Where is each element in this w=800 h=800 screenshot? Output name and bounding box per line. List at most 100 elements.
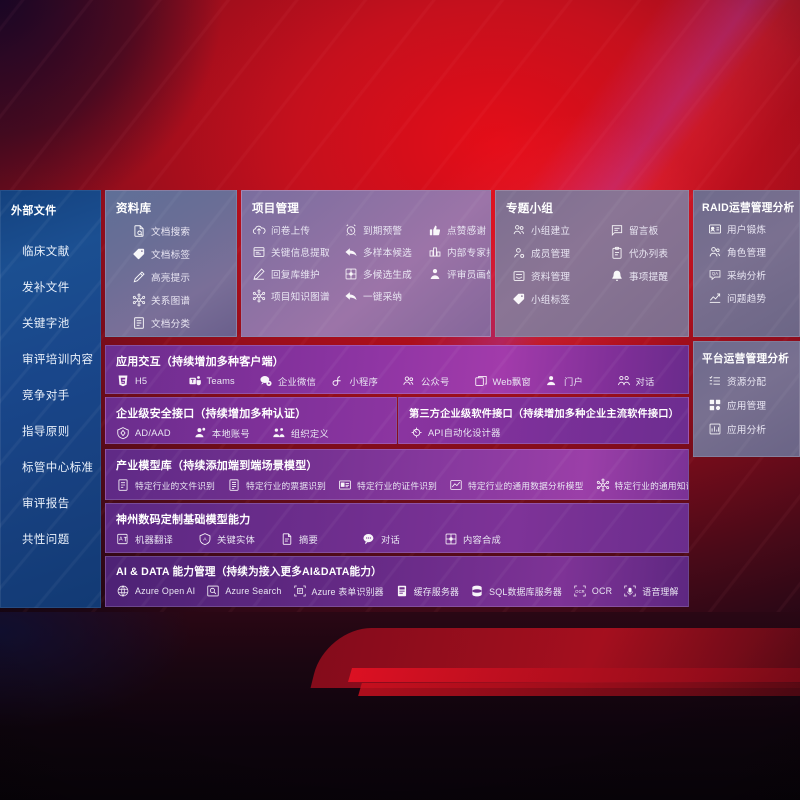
item-content-synthesis[interactable]: 内容合成 [444,532,526,546]
item-label: 资源分配 [727,377,767,388]
item-todo-list[interactable]: 代办列表 [610,246,688,260]
item-official-account[interactable]: 公众号 [402,374,474,388]
data-analysis-icon [449,478,463,492]
item-role-management[interactable]: 角色管理 [708,245,799,259]
sidebar-item-clinical-literature[interactable]: 临床文献 [22,246,70,258]
item-user-training[interactable]: 用户锻炼 [708,222,799,236]
item-azure-open-ai[interactable]: Azure Open AI [116,584,195,598]
item-org-define[interactable]: 组织定义 [272,426,329,440]
item-resource-allocation[interactable]: 资源分配 [708,374,799,388]
item-label: 门户 [564,377,583,387]
item-label: 对话 [635,377,655,387]
sidebar-item-common-issues[interactable]: 共性问题 [22,534,70,546]
panel-title-platform-analysis: 平台运营管理分析 [702,353,790,365]
item-material-management[interactable]: 资料管理 [512,269,610,283]
item-app-management[interactable]: 应用管理 [708,398,799,412]
item-general-data-analysis-model[interactable]: 特定行业的通用数据分析模型 [449,478,584,492]
item-document-search[interactable]: 文档搜索 [132,224,236,238]
item-ad-aad[interactable]: AD/AAD [116,426,171,440]
item-issue-trend[interactable]: 问题趋势 [708,291,799,305]
item-dialog[interactable]: 对话 [617,374,689,388]
item-questionnaire-upload[interactable]: 问卷上传 [252,223,344,237]
item-label: 回复库维护 [271,270,320,281]
entity-badge-icon: A [198,532,212,546]
item-label: 项目知识图谱 [271,292,330,303]
item-local-account[interactable]: 本地账号 [193,426,250,440]
item-highlight-hint[interactable]: 高亮提示 [132,270,236,284]
item-document-category[interactable]: 文档分类 [132,316,236,330]
item-group-tag[interactable]: 小组标签 [512,292,610,306]
item-multi-sample-candidate[interactable]: 多样本候选 [344,245,428,259]
item-ocr[interactable]: OCR OCR [573,584,612,598]
item-cache-server[interactable]: 缓存服务器 [395,584,459,598]
extract-icon [252,245,266,259]
shield-diamond-icon [116,426,130,440]
item-azure-form-recognizer[interactable]: Azure 表单识别器 [293,584,384,598]
item-label: 特定行业的证件识别 [357,480,437,491]
item-azure-search[interactable]: Azure Search [206,584,281,598]
item-receipt-recognition[interactable]: 特定行业的票据识别 [227,478,326,492]
panel-project-management: 项目管理 问卷上传 到期预警 点赞感谢 关键信息提取 多样本候选 [241,190,491,337]
item-reviewer-portrait[interactable]: 评审员画像 [428,267,490,281]
item-portal[interactable]: 门户 [545,374,617,388]
item-label: H5 [135,376,148,386]
item-voice-understanding[interactable]: 语音理解 [623,584,678,598]
item-message-board[interactable]: 留言板 [610,223,688,237]
sidebar-item-keyword-pool[interactable]: 关键字池 [22,318,70,330]
document-list-icon [132,316,146,330]
message-board-icon [610,223,624,237]
item-multi-candidate-generate[interactable]: 多候选生成 [344,267,428,281]
item-member-management[interactable]: 成员管理 [512,246,610,260]
item-reply-library-maintain[interactable]: 回复库维护 [252,267,344,281]
svg-text:QA: QA [712,271,718,276]
item-item-reminder[interactable]: 事项提醒 [610,269,688,283]
band-title-third-party-interface: 第三方企业级软件接口（持续增加多种企业主流软件接口） [409,409,680,420]
analysis-icon [708,422,722,436]
item-sql-database-server[interactable]: SQL数据库服务器 [470,584,562,598]
item-app-analysis[interactable]: 应用分析 [708,422,799,436]
item-internal-expert-rank[interactable]: 内部专家排名 [428,245,490,259]
item-label: 机器翻译 [135,535,173,545]
sidebar-item-competitors[interactable]: 竞争对手 [22,390,70,402]
item-label: 特定行业的文件识别 [135,480,215,491]
item-key-info-extract[interactable]: 关键信息提取 [252,245,344,259]
item-web-popup[interactable]: Web飘窗 [474,374,546,388]
item-teams[interactable]: Teams [188,374,260,388]
band-base-model-capability: 神州数码定制基础模型能力 A 机器翻译 A 关键实体 摘要 对话 内容合成 [105,503,689,553]
item-document-tag[interactable]: 文档标签 [132,247,236,261]
item-api-auto-designer[interactable]: API自动化设计器 [409,425,501,439]
item-relation-graph[interactable]: 关系图谱 [132,293,236,307]
item-one-click-adopt[interactable]: 一键采纳 [344,289,428,303]
item-label: 文档搜索 [151,227,191,238]
item-label: 小组标签 [531,295,571,306]
item-group-create[interactable]: 小组建立 [512,223,610,237]
item-id-recognition[interactable]: 特定行业的证件识别 [338,478,437,492]
item-file-recognition[interactable]: 特定行业的文件识别 [116,478,215,492]
graph-network-icon [132,293,146,307]
dialog-people-icon [617,374,631,388]
item-chat[interactable]: 对话 [362,532,444,546]
item-general-knowledge-graph-model[interactable]: 特定行业的通用知识图谱模型 [596,478,688,492]
item-due-alert[interactable]: 到期预警 [344,223,428,237]
item-label: OCR [591,586,613,596]
item-wechat-work[interactable]: 企业微信 [259,374,331,388]
item-h5[interactable]: H5 [116,374,188,388]
item-summary[interactable]: 摘要 [280,532,362,546]
translate-icon: A [116,532,130,546]
item-adoption-analysis[interactable]: QA 采纳分析 [708,268,799,282]
item-label: 到期预警 [363,226,403,237]
item-label: 成员管理 [531,249,571,260]
sidebar-texture [0,190,101,608]
item-mini-program[interactable]: 小程序 [331,374,403,388]
item-machine-translation[interactable]: A 机器翻译 [116,532,198,546]
summary-doc-icon [280,532,294,546]
sidebar-item-review-report[interactable]: 审评报告 [22,498,70,510]
sidebar-item-guidelines[interactable]: 指导原则 [22,426,70,438]
sidebar-item-standards-center[interactable]: 标管中心标准 [22,462,94,474]
item-project-knowledge-graph[interactable]: 项目知识图谱 [252,289,344,303]
item-key-entity[interactable]: A 关键实体 [198,532,280,546]
item-label: 应用管理 [727,401,767,412]
sidebar-item-review-training[interactable]: 审评培训内容 [22,354,94,366]
sidebar-item-supplement-docs[interactable]: 发补文件 [22,282,70,294]
item-like-thanks[interactable]: 点赞感谢 [428,223,490,237]
